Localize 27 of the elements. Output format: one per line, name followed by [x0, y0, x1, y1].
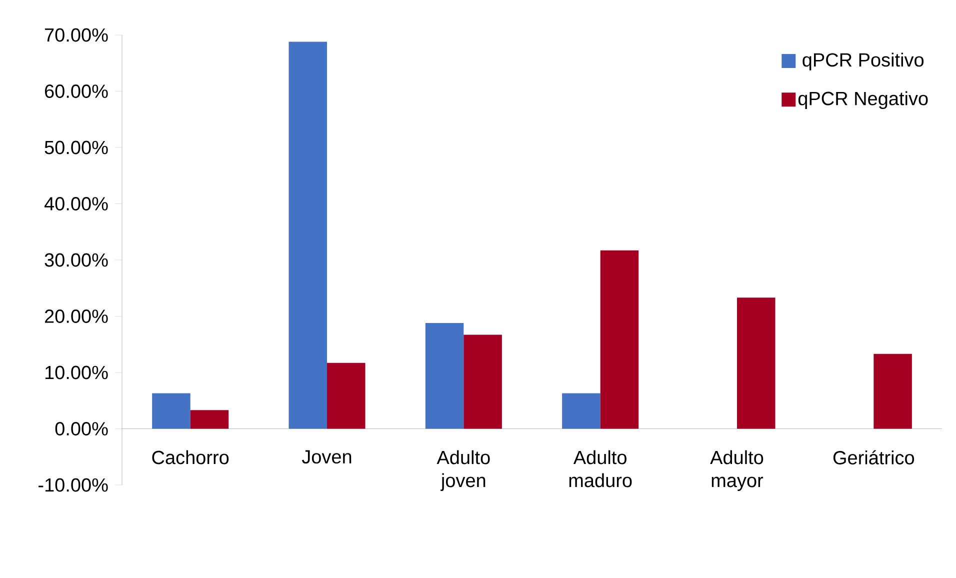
bar	[600, 250, 639, 429]
y-tick-label: 20.00%	[44, 310, 108, 323]
bar	[288, 42, 328, 429]
bar	[562, 393, 600, 429]
y-tick-label: 40.00%	[44, 197, 108, 210]
x-tick-label: Cachorro	[152, 450, 229, 464]
bar	[736, 298, 776, 429]
bar	[464, 334, 502, 429]
x-tick-label: Adulto maduro	[569, 450, 632, 488]
x-tick-label: Joven	[302, 450, 352, 464]
y-tick-label: 10.00%	[45, 366, 108, 380]
y-tick-label: 70.00%	[45, 28, 108, 42]
x-tick-label: Geriátrico	[833, 450, 914, 464]
x-tick-label: Adulto mayor	[710, 450, 764, 491]
legend-label: qPCR Negativo	[798, 91, 928, 110]
y-tick-label: 50.00%	[44, 140, 108, 154]
y-tick-label: 60.00%	[44, 84, 108, 98]
x-tick-label: Adulto joven	[436, 450, 490, 491]
bar	[152, 393, 190, 429]
y-tick-label: -10.00%	[38, 478, 108, 492]
bar	[425, 322, 464, 429]
bar	[874, 354, 912, 429]
y-tick-label: 30.00%	[44, 253, 108, 267]
legend-label: qPCR Positivo	[802, 52, 924, 70]
bar	[190, 410, 229, 429]
bar	[327, 362, 366, 429]
y-tick-label: 0.00%	[55, 422, 108, 436]
